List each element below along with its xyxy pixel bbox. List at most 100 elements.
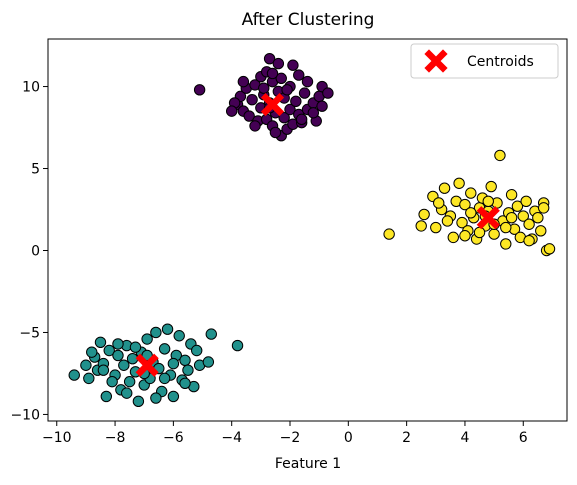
data-point-cluster-0 bbox=[293, 69, 305, 81]
data-point-cluster-2 bbox=[415, 220, 427, 232]
data-point-cluster-2 bbox=[505, 189, 518, 201]
x-tick-label: −6 bbox=[163, 430, 184, 446]
data-point-cluster-1 bbox=[191, 344, 203, 357]
data-point-cluster-1 bbox=[68, 369, 80, 381]
data-point-cluster-0 bbox=[225, 105, 238, 117]
data-point-cluster-2 bbox=[482, 195, 494, 208]
data-point-cluster-0 bbox=[278, 111, 290, 124]
data-point-cluster-1 bbox=[121, 387, 133, 399]
data-point-cluster-1 bbox=[179, 377, 191, 389]
data-point-cluster-2 bbox=[523, 218, 535, 230]
data-point-cluster-1 bbox=[118, 359, 130, 371]
centroid-markers bbox=[135, 92, 500, 377]
data-point-cluster-2 bbox=[511, 200, 524, 212]
data-point-cluster-2 bbox=[383, 228, 395, 240]
y-tick-label: −10 bbox=[10, 407, 40, 423]
legend-label-centroids: Centroids bbox=[467, 54, 534, 70]
data-point-cluster-2 bbox=[520, 195, 532, 208]
data-point-cluster-2 bbox=[441, 215, 454, 227]
data-point-cluster-2 bbox=[488, 228, 500, 240]
y-tick-label: 5 bbox=[31, 162, 40, 178]
data-point-cluster-0 bbox=[266, 67, 279, 80]
x-tick-label: −4 bbox=[221, 430, 242, 446]
data-point-cluster-2 bbox=[459, 230, 471, 242]
data-point-cluster-1 bbox=[129, 341, 142, 353]
data-point-cluster-1 bbox=[158, 343, 171, 355]
data-point-cluster-2 bbox=[418, 208, 430, 221]
data-point-cluster-0 bbox=[243, 110, 255, 122]
data-point-cluster-1 bbox=[112, 338, 124, 350]
x-tick-label: −8 bbox=[105, 430, 126, 446]
data-point-cluster-0 bbox=[275, 72, 287, 85]
data-point-cluster-0 bbox=[307, 107, 320, 119]
data-point-cluster-1 bbox=[100, 390, 113, 403]
plot-frame bbox=[47, 38, 568, 422]
data-point-cluster-1 bbox=[112, 349, 124, 362]
data-point-cluster-2 bbox=[465, 207, 477, 219]
data-point-cluster-1 bbox=[141, 333, 153, 345]
data-point-cluster-0 bbox=[263, 52, 276, 65]
data-point-cluster-2 bbox=[523, 234, 535, 247]
data-point-cluster-0 bbox=[316, 100, 328, 112]
data-point-cluster-2 bbox=[465, 187, 477, 199]
data-point-cluster-2 bbox=[438, 182, 451, 194]
y-tick-label: 0 bbox=[31, 243, 40, 259]
data-point-cluster-0 bbox=[290, 95, 302, 108]
data-point-cluster-0 bbox=[258, 82, 270, 94]
x-axis-label: Feature 1 bbox=[275, 456, 341, 472]
data-point-cluster-1 bbox=[179, 354, 191, 367]
data-point-cluster-2 bbox=[459, 198, 471, 211]
data-point-cluster-1 bbox=[182, 364, 194, 376]
data-point-cluster-0 bbox=[269, 126, 282, 139]
data-point-cluster-2 bbox=[453, 177, 465, 189]
data-point-cluster-1 bbox=[202, 356, 215, 368]
data-point-cluster-0 bbox=[301, 75, 314, 88]
data-point-cluster-2 bbox=[456, 216, 468, 229]
data-point-cluster-1 bbox=[150, 326, 162, 339]
data-point-cluster-2 bbox=[505, 212, 518, 224]
data-point-cluster-0 bbox=[287, 59, 299, 71]
data-point-cluster-1 bbox=[132, 395, 145, 408]
data-point-cluster-2 bbox=[430, 221, 442, 234]
data-point-cluster-2 bbox=[500, 238, 512, 250]
x-tick-label: 6 bbox=[519, 430, 528, 446]
data-point-cluster-1 bbox=[141, 349, 153, 362]
data-point-cluster-0 bbox=[284, 103, 296, 116]
data-point-cluster-1 bbox=[123, 375, 136, 388]
y-tick-label: −5 bbox=[19, 325, 40, 341]
legend-centroid-marker bbox=[424, 49, 448, 73]
data-point-cluster-2 bbox=[537, 202, 550, 214]
x-tick-label: −10 bbox=[42, 430, 72, 446]
data-point-cluster-1 bbox=[80, 359, 92, 371]
data-point-cluster-1 bbox=[158, 372, 171, 385]
data-point-cluster-2 bbox=[473, 226, 486, 239]
data-point-cluster-1 bbox=[173, 330, 185, 342]
data-points bbox=[68, 52, 556, 408]
data-point-cluster-1 bbox=[97, 364, 110, 376]
data-point-cluster-2 bbox=[535, 225, 547, 237]
data-point-cluster-2 bbox=[485, 180, 497, 193]
data-point-cluster-0 bbox=[237, 75, 250, 88]
data-point-cluster-1 bbox=[83, 372, 95, 385]
data-point-cluster-1 bbox=[86, 346, 98, 358]
y-tick-label: 10 bbox=[22, 80, 40, 96]
data-point-cluster-0 bbox=[249, 120, 261, 132]
data-point-cluster-1 bbox=[231, 339, 244, 352]
data-point-cluster-0 bbox=[246, 93, 258, 106]
data-point-cluster-2 bbox=[447, 231, 459, 244]
data-point-cluster-0 bbox=[298, 87, 311, 99]
centroid-marker bbox=[260, 92, 285, 117]
data-point-cluster-2 bbox=[433, 197, 445, 209]
data-point-cluster-0 bbox=[193, 84, 206, 96]
data-point-cluster-0 bbox=[295, 113, 308, 126]
centroid-marker bbox=[476, 206, 500, 230]
x-tick-label: −2 bbox=[280, 430, 301, 446]
legend-x-icon bbox=[424, 49, 448, 73]
x-tick-label: 4 bbox=[460, 430, 469, 446]
data-point-cluster-0 bbox=[272, 57, 285, 70]
data-point-cluster-2 bbox=[543, 243, 556, 255]
centroid-marker bbox=[135, 353, 159, 377]
data-point-cluster-1 bbox=[205, 328, 217, 340]
x-tick-label: 0 bbox=[344, 430, 353, 446]
